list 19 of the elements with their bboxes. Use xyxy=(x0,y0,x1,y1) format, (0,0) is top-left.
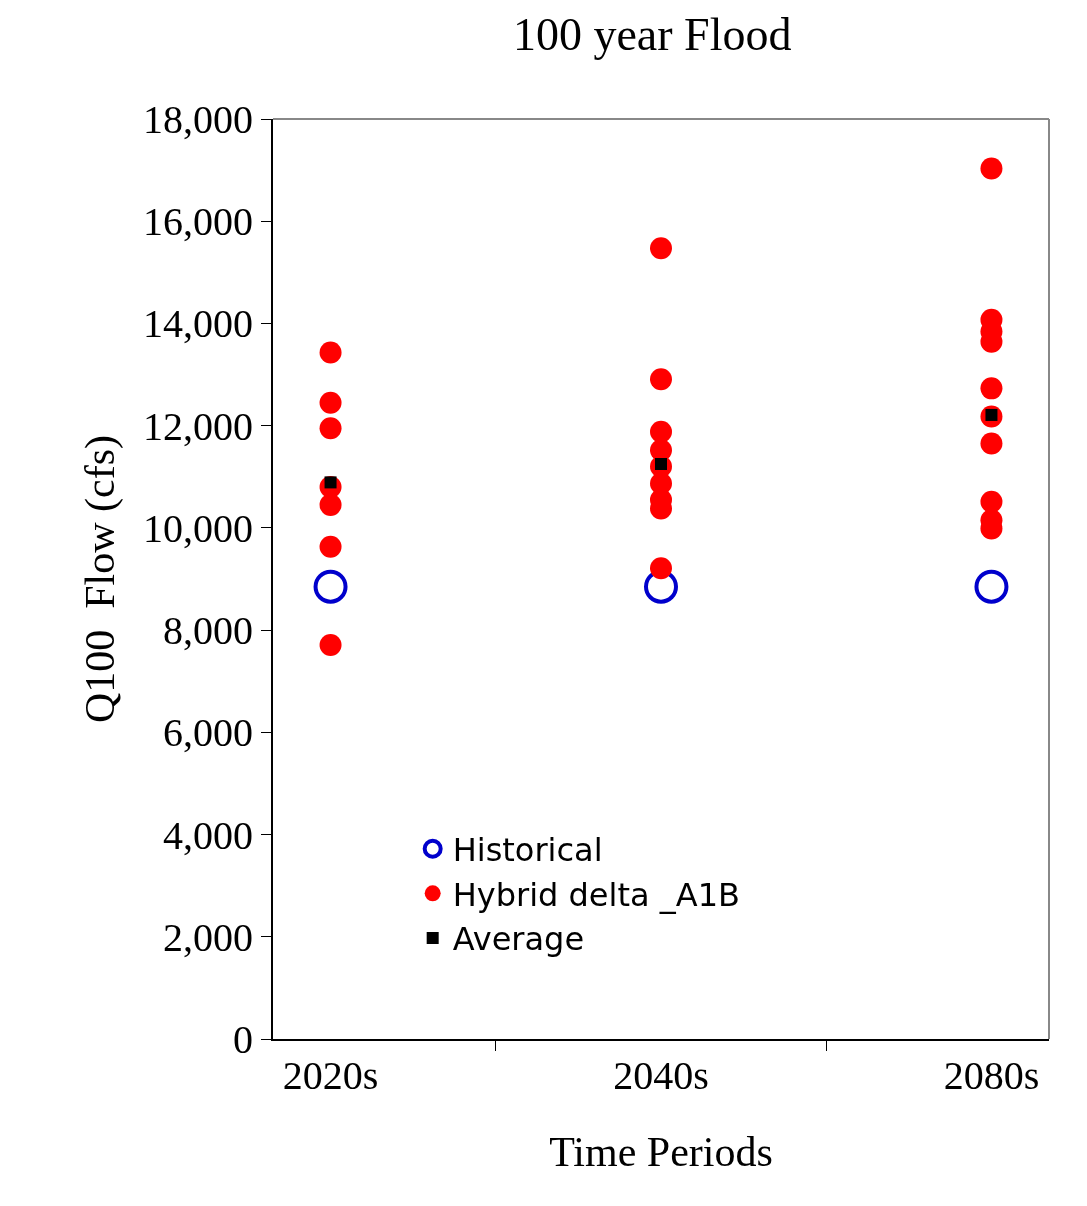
y-tick-label: 2,000 xyxy=(163,914,253,960)
y-tick-label: 18,000 xyxy=(143,97,253,142)
y-tick-label: 14,000 xyxy=(143,301,253,347)
y-tick-label: 12,000 xyxy=(143,403,253,449)
y-tick-label: 4,000 xyxy=(163,812,253,858)
x-tick-label: 2040s xyxy=(613,1053,709,1098)
legend-label: Historical xyxy=(452,831,603,870)
x-axis-title: Time Periods xyxy=(549,1129,773,1176)
legend-label: Average xyxy=(452,920,585,959)
legend-label: Hybrid delta _A1B xyxy=(452,875,740,914)
y-tick-label: 8,000 xyxy=(163,608,253,654)
x-tick-label: 2080s xyxy=(943,1053,1040,1098)
y-tick-label: 0 xyxy=(233,1017,253,1062)
y-tick-label: 6,000 xyxy=(163,710,253,756)
y-tick-label: 16,000 xyxy=(143,199,253,245)
y-tick-label: 10,000 xyxy=(143,505,253,551)
chart-title: 100 year Flood xyxy=(512,9,792,61)
x-tick-label: 2020s xyxy=(282,1053,379,1098)
y-axis-title: Q100 Flow (cfs) xyxy=(77,434,125,724)
